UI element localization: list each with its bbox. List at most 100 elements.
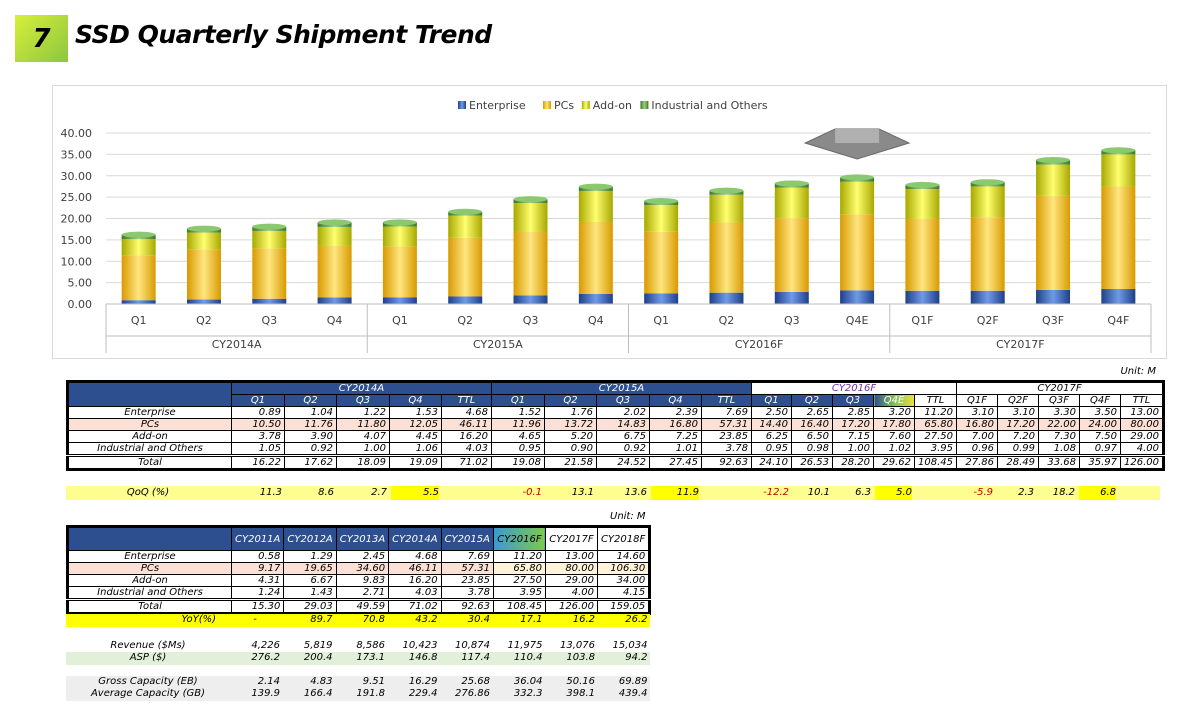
- cell: 108.45: [492, 598, 546, 614]
- cell: 16.29: [408, 676, 438, 687]
- cell: 17.80: [873, 418, 915, 431]
- cell: 3.10: [997, 406, 1039, 419]
- legend-swatch: [458, 101, 466, 109]
- bar-cap: [644, 197, 679, 204]
- y-tick-label: 20.00: [61, 213, 93, 226]
- row-label: Revenue ($Ms): [110, 640, 186, 651]
- cell: 0.97: [1079, 442, 1121, 456]
- bar-segment-pcs: [644, 231, 679, 294]
- table-row: Industrial and Others 1.05 0.92 1.00 1.06 4.0…: [67, 442, 1164, 456]
- column-header: CY2011A: [230, 526, 285, 551]
- cell: 0.95: [751, 442, 792, 456]
- annual-table: CY2011A CY2012A CY2013A CY2014A CY2015A CY201…: [66, 525, 652, 615]
- bar-cap: [186, 225, 221, 232]
- cell: 7.25: [649, 430, 702, 443]
- bar-cap: [709, 187, 744, 194]
- cell: 4.07: [336, 430, 390, 443]
- cell: 13.72: [544, 418, 597, 431]
- cell: 4.83: [310, 676, 333, 687]
- cell: 4.68: [441, 406, 492, 419]
- column-header: Q2: [284, 394, 337, 407]
- column-header: Q3: [596, 394, 650, 407]
- cell: 103.8: [566, 652, 595, 663]
- cell: 69.89: [618, 676, 648, 687]
- bar-segment-pcs: [774, 218, 809, 292]
- qoq-value: 11.3: [259, 487, 282, 498]
- x-tick-label: Q3: [784, 314, 800, 327]
- cell: 11.96: [491, 418, 545, 431]
- cell: 46.11: [441, 418, 492, 431]
- bar-segment-add-on: [382, 226, 417, 247]
- bar-segment-pcs: [317, 245, 352, 298]
- cell: 3.95: [492, 586, 546, 600]
- cell: 13,076: [560, 640, 595, 651]
- cell: 13.00: [544, 550, 598, 563]
- bar-segment-pcs: [121, 255, 156, 301]
- bar-segment-add-on: [1036, 164, 1071, 196]
- cell: 1.24: [230, 586, 285, 600]
- cell: 4.00: [1120, 442, 1164, 456]
- cell: 35.97: [1079, 454, 1121, 470]
- cell: 0.95: [491, 442, 545, 456]
- qoq-value: -0.1: [522, 487, 542, 498]
- table-row: Add-on 4.31 6.67 9.83 16.20 23.85 27.50 29.00 34…: [67, 574, 651, 587]
- header-blank: [67, 381, 232, 407]
- bar-cap: [121, 231, 156, 238]
- bar-segment-pcs: [840, 214, 875, 291]
- cell: 3.78: [440, 586, 494, 600]
- cell: 34.60: [335, 562, 390, 575]
- cell: 34.00: [596, 574, 651, 587]
- bar-segment-add-on: [970, 186, 1005, 218]
- column-header: Q3: [336, 394, 390, 407]
- cell: 7.30: [1038, 430, 1080, 443]
- cell: 16.20: [388, 574, 442, 587]
- bar-segment-add-on: [252, 230, 287, 249]
- bar-segment-pcs: [186, 249, 221, 300]
- bar-segment-add-on: [186, 232, 221, 250]
- cell: 0.98: [791, 442, 833, 456]
- qoq-value: 10.1: [807, 487, 830, 498]
- cell: 16.22: [231, 454, 285, 470]
- cell: 36.04: [513, 676, 543, 687]
- cell: 17.20: [832, 418, 874, 431]
- header-blank: [67, 526, 232, 551]
- summary-row: ASP ($) 276.2 200.4 173.1 146.8 117.4 110.4 103…: [66, 652, 650, 665]
- cell: 3.20: [873, 406, 915, 419]
- cell: 89.7: [310, 614, 333, 625]
- legend-swatch: [581, 101, 590, 109]
- bar-segment-add-on: [905, 189, 940, 219]
- summary-row: YoY(%) - 89.7 70.8 43.2 30.4 17.1 16.2 26.2: [66, 614, 650, 627]
- column-header: TTL: [914, 394, 957, 407]
- cell: 13.00: [1120, 406, 1164, 419]
- qoq-value: -12.2: [763, 487, 789, 498]
- cell: 4.15: [596, 586, 651, 600]
- bar-segment-add-on: [840, 181, 875, 215]
- cell: 7.50: [1079, 430, 1121, 443]
- qoq-value: 6.8: [1079, 486, 1116, 500]
- cell: 0.99: [997, 442, 1039, 456]
- cell: 110.4: [513, 652, 543, 663]
- cell: 2.50: [751, 406, 792, 419]
- cell: 17.20: [997, 418, 1039, 431]
- qoq-value: 5.5: [391, 486, 439, 500]
- bar-segment-enterprise: [317, 297, 352, 304]
- column-header: TTL: [1120, 394, 1164, 407]
- y-tick-label: 30.00: [61, 170, 93, 183]
- cell: 24.10: [751, 454, 792, 470]
- column-header: TTL: [441, 394, 492, 407]
- cell: 3.78: [231, 430, 285, 443]
- cell: 71.02: [388, 598, 442, 614]
- bar-segment-enterprise: [1101, 289, 1136, 304]
- cell: 57.31: [701, 418, 752, 431]
- column-header: Q1: [751, 394, 792, 407]
- cell: 439.4: [618, 688, 648, 699]
- cell: 23.85: [701, 430, 752, 443]
- x-tick-label: Q4: [588, 314, 604, 327]
- column-header: Q2F: [997, 394, 1039, 407]
- cell: 11.76: [284, 418, 337, 431]
- bar-cap: [317, 219, 352, 226]
- cell: 4,226: [251, 640, 280, 651]
- cell: 1.00: [336, 442, 390, 456]
- bar-segment-enterprise: [513, 295, 548, 304]
- cell: 28.49: [997, 454, 1039, 470]
